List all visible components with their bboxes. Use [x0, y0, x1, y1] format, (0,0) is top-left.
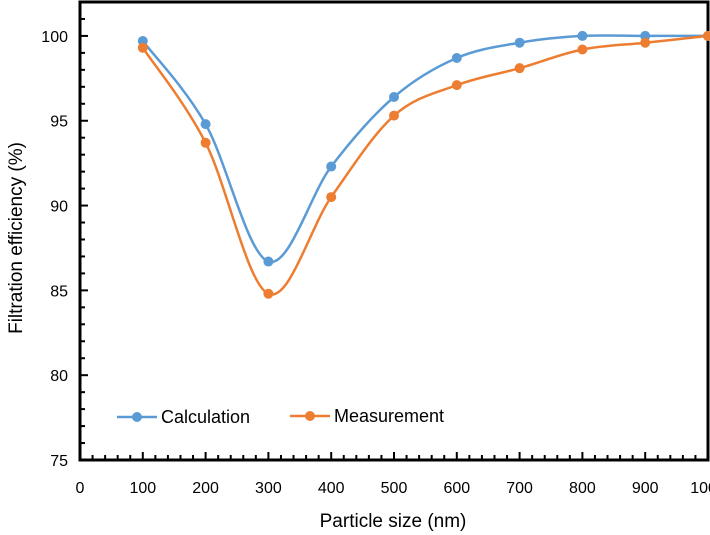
- x-axis-title: Particle size (nm): [320, 511, 467, 532]
- data-point-calculation: [200, 119, 211, 130]
- data-point-measurement: [200, 137, 211, 148]
- tick-labels: 0 100 200 300 400 500 600 700 800 900 1000 75 80 85 90…: [41, 29, 710, 497]
- data-point-calculation: [326, 161, 337, 172]
- x-tick-label: 100: [129, 480, 156, 497]
- data-point-measurement: [137, 42, 148, 53]
- data-point-calculation: [389, 91, 399, 102]
- x-tick-label: 500: [381, 480, 408, 497]
- data-point-measurement: [389, 110, 399, 121]
- y-tick-label: 85: [50, 283, 68, 300]
- y-tick-label: 95: [50, 114, 68, 131]
- y-tick-label: 80: [50, 368, 68, 385]
- legend-marker-calculation: [132, 412, 142, 422]
- data-point-measurement: [514, 63, 525, 74]
- y-tick-label: 75: [50, 453, 68, 470]
- data-point-measurement: [326, 192, 337, 203]
- data-point-calculation: [451, 52, 462, 63]
- legend-label-measurement: Measurement: [334, 406, 444, 426]
- x-tick-label: 700: [506, 480, 533, 497]
- data-point-calculation: [263, 256, 274, 267]
- data-point-measurement: [703, 30, 710, 41]
- x-tick-label: 1000: [690, 480, 710, 497]
- x-tick-label: 300: [255, 480, 282, 497]
- y-axis-title: Filtration efficiency (%): [6, 142, 27, 334]
- data-point-calculation: [577, 30, 588, 41]
- data-point-measurement: [640, 37, 651, 48]
- x-tick-label: 400: [318, 480, 345, 497]
- legend-marker-measurement: [305, 411, 315, 421]
- data-series: [137, 30, 710, 299]
- x-tick-label: 600: [443, 480, 470, 497]
- y-tick-label: 90: [50, 199, 68, 216]
- data-point-measurement: [577, 44, 588, 55]
- x-tick-label: 200: [192, 480, 219, 497]
- x-tick-label: 900: [632, 480, 659, 497]
- data-point-measurement: [451, 80, 462, 91]
- x-tick-label: 0: [76, 480, 85, 497]
- x-tick-label: 800: [569, 480, 596, 497]
- y-tick-label: 100: [41, 29, 68, 46]
- data-point-measurement: [263, 288, 274, 299]
- legend-label-calculation: Calculation: [161, 407, 250, 427]
- data-point-calculation: [514, 37, 525, 48]
- legend: Calculation Measurement: [117, 406, 444, 427]
- tick-marks: [79, 1, 709, 461]
